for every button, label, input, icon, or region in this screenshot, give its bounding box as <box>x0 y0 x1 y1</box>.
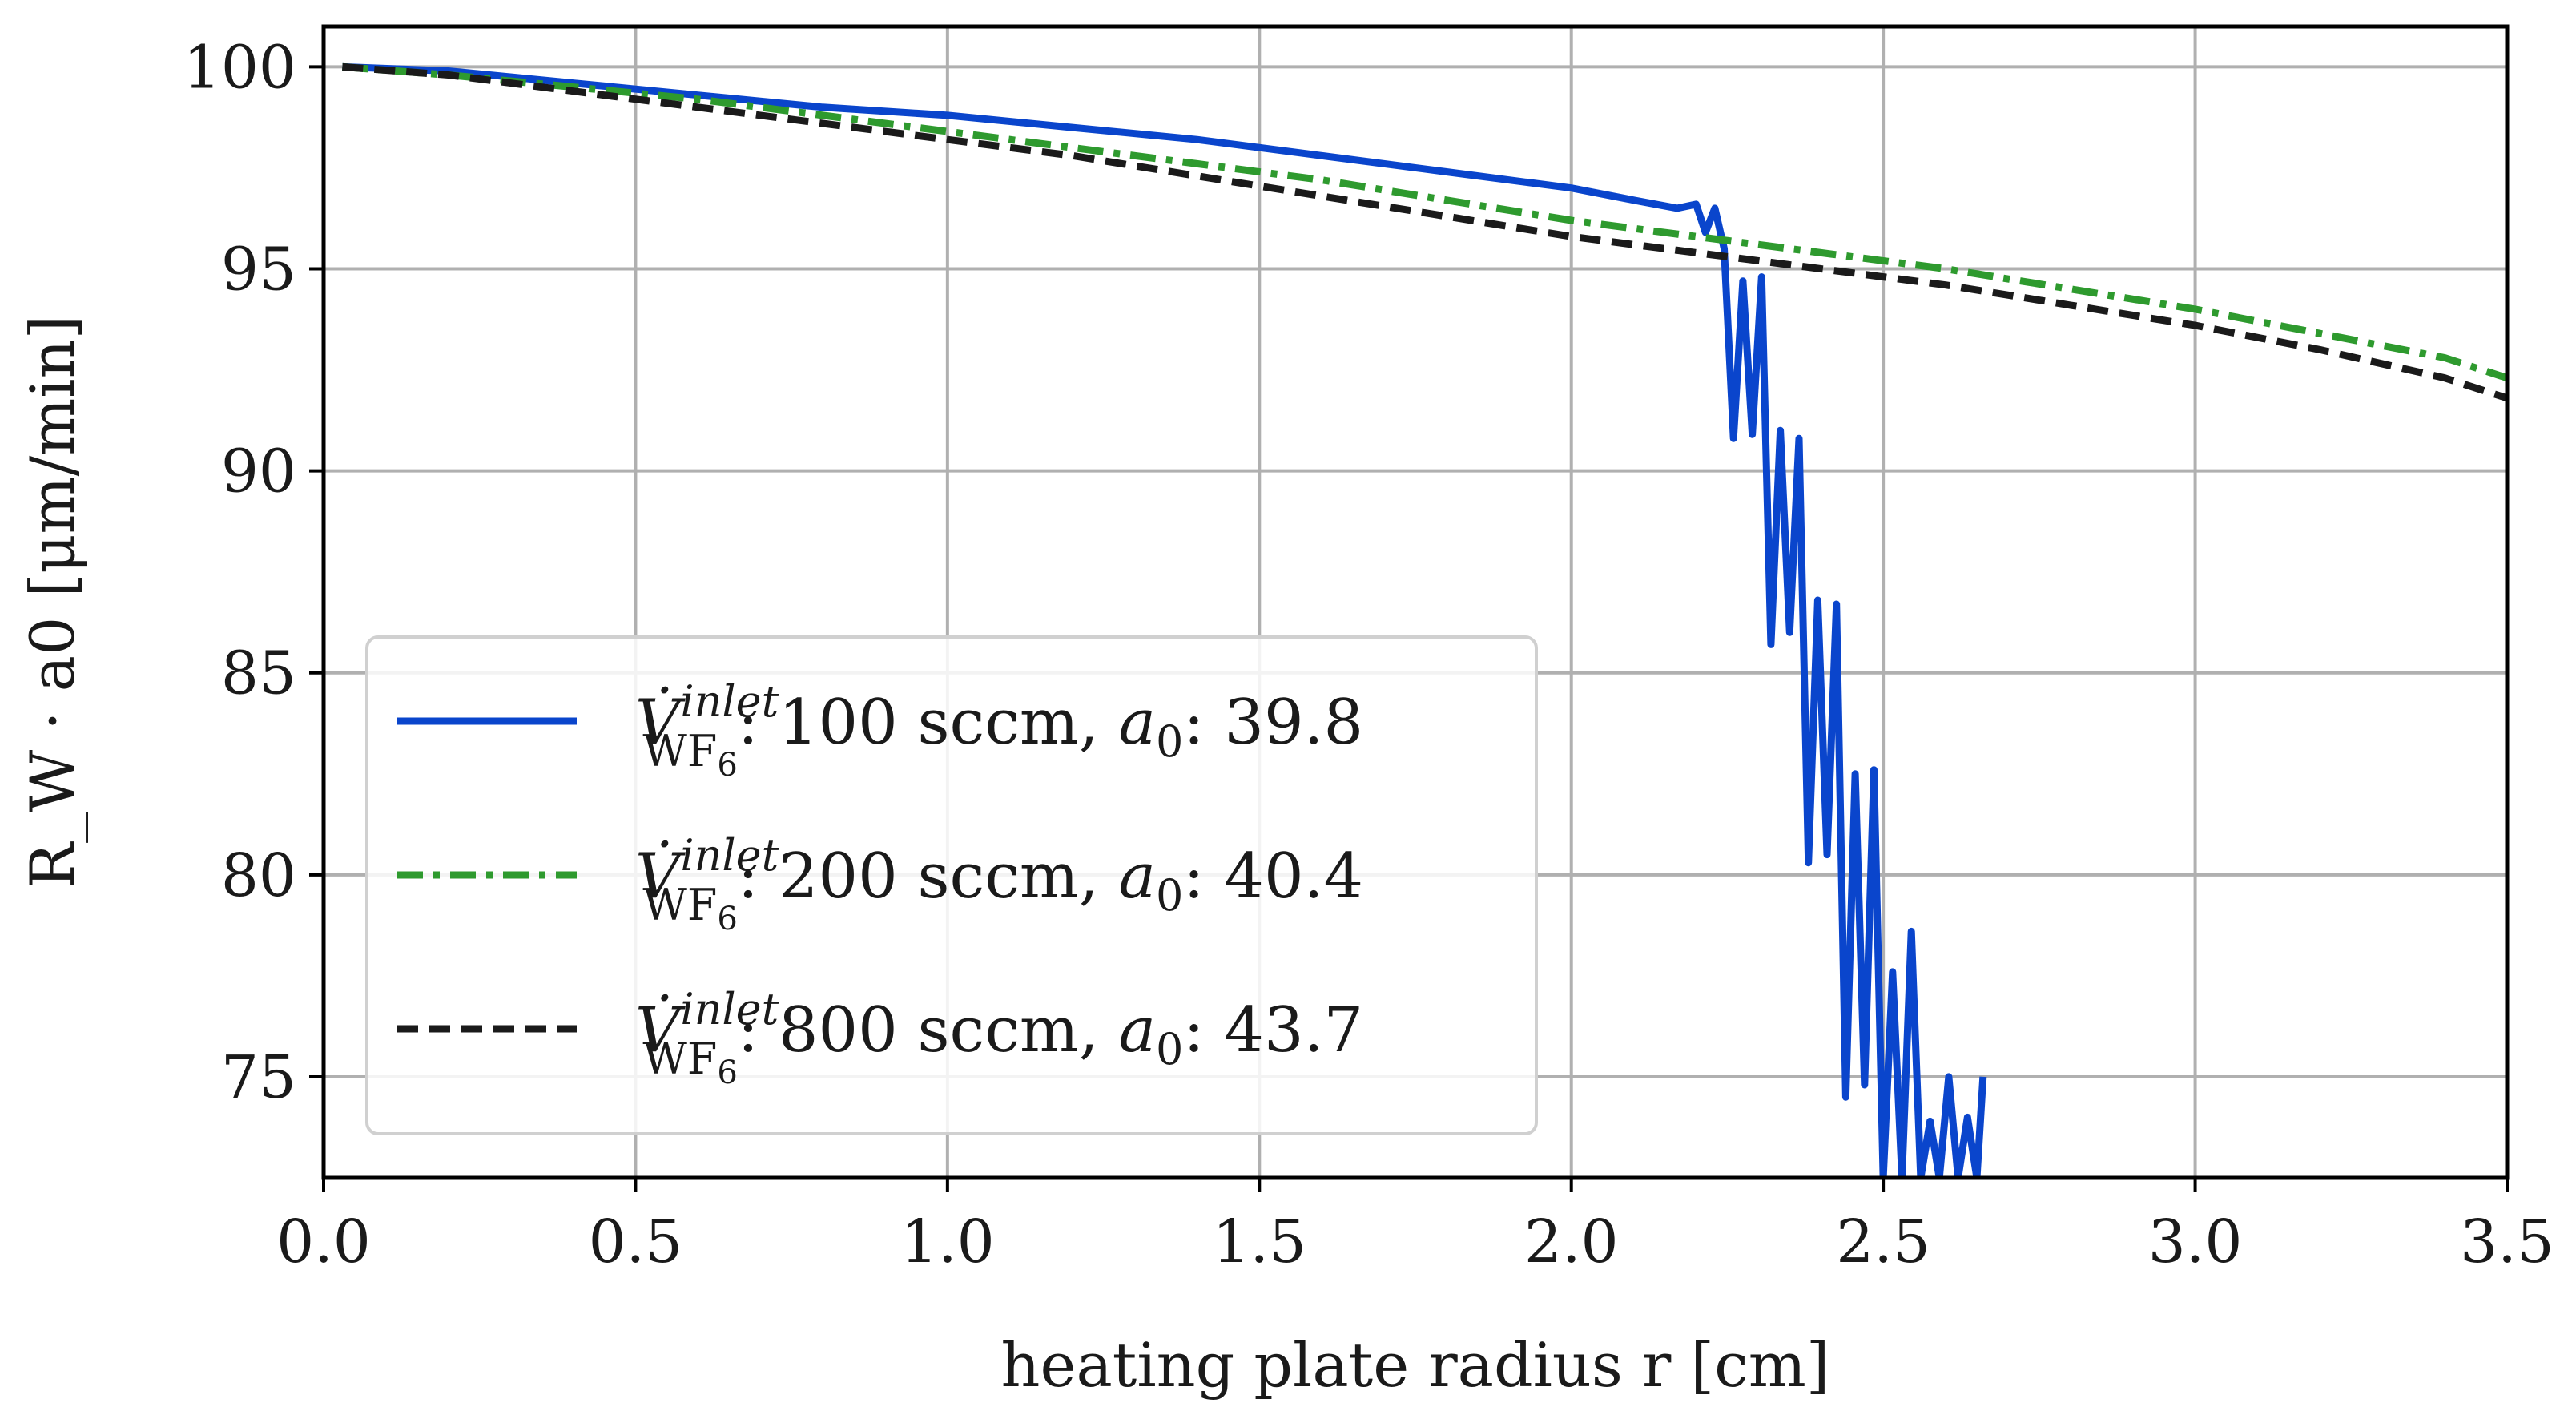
legend: V̇inlet WF6: 100 sccm, a0: 39.8 V̇inlet WF6… <box>365 635 1538 1135</box>
series-line-1 <box>342 62 1987 1178</box>
x-tick-label: 0.5 <box>589 1207 683 1276</box>
x-tick-label: 2.5 <box>1836 1207 1930 1276</box>
x-tick-label: 0.0 <box>276 1207 371 1276</box>
series-line-3 <box>342 62 2507 402</box>
x-axis-title: heating plate radius r [cm] <box>1001 1329 1830 1401</box>
x-tick-label: 1.0 <box>900 1207 995 1276</box>
x-tick-label: 1.5 <box>1212 1207 1306 1276</box>
series-lines <box>342 62 2507 1178</box>
y-tick-label: 80 <box>221 841 296 910</box>
legend-label-2: V̇inlet WF6: 200 sccm, a0: 40.4 <box>635 830 1363 937</box>
axis-ticks: 0.0 0.5 1.0 1.5 2.0 2.5 3.0 3.5 75 80 85 90 95 100 <box>183 33 2554 1276</box>
series-line-2 <box>342 62 2507 381</box>
y-tick-label: 100 <box>183 33 296 102</box>
legend-label-3: V̇inlet WF6: 800 sccm, a0: 43.7 <box>635 984 1363 1091</box>
y-tick-label: 75 <box>221 1043 296 1112</box>
y-axis-title: R_W · a0 [μm/min] <box>17 316 88 889</box>
legend-box <box>365 635 1538 1135</box>
legend-label-1: V̇inlet WF6: 100 sccm, a0: 39.8 <box>635 676 1363 784</box>
x-tick-label: 2.0 <box>1524 1207 1619 1276</box>
y-tick-label: 85 <box>221 639 296 708</box>
y-tick-label: 95 <box>221 236 296 304</box>
x-tick-label: 3.0 <box>2148 1207 2243 1276</box>
x-tick-label: 3.5 <box>2460 1207 2554 1276</box>
y-tick-label: 90 <box>221 437 296 506</box>
plot-frame <box>321 24 2510 1180</box>
